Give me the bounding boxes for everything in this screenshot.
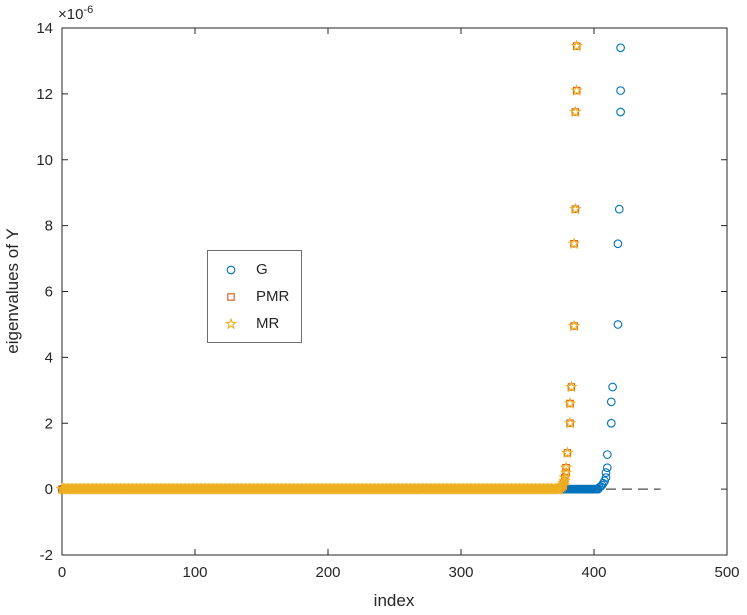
- y-tick-label: 2: [45, 415, 53, 432]
- series-mr-markers: [55, 39, 584, 495]
- legend: G PMR MR: [207, 250, 303, 343]
- series-g-markers: [57, 43, 625, 494]
- x-tick-label: 200: [315, 564, 340, 581]
- x-tick-label: 0: [58, 564, 66, 581]
- y-tick-label: 4: [45, 349, 53, 366]
- y-tick-label: 10: [36, 152, 53, 169]
- multiplier-exponent: -6: [83, 4, 93, 16]
- y-tick-label: 0: [45, 481, 53, 498]
- axes-box: [61, 27, 728, 556]
- y-axis-label: eigenvalues of Y: [3, 228, 22, 353]
- axis-ticks: [61, 27, 728, 556]
- legend-item-g: G: [216, 256, 289, 283]
- legend-label: G: [256, 261, 268, 278]
- legend-item-mr: MR: [216, 310, 289, 337]
- x-tick-label: 300: [448, 564, 473, 581]
- circle-marker-icon: [226, 265, 236, 274]
- y-tick-label: 8: [45, 218, 53, 235]
- axis-tick-labels: 0 100 200 300 400 500 -2 0 2 4 6 8 10 12 14: [36, 20, 739, 581]
- y-tick-label: 6: [45, 284, 53, 301]
- square-marker-icon: [227, 292, 235, 301]
- data-series: [55, 39, 625, 495]
- series-pmr-markers: [58, 42, 581, 493]
- y-tick-label: -2: [40, 547, 53, 564]
- legend-item-pmr: PMR: [216, 283, 289, 310]
- x-axis-label: index: [374, 591, 415, 610]
- multiplier-base: ×10: [58, 6, 83, 23]
- y-tick-label: 14: [36, 20, 53, 37]
- legend-label: PMR: [256, 288, 290, 305]
- y-tick-label: 12: [36, 86, 53, 103]
- x-tick-label: 500: [714, 564, 739, 581]
- x-tick-label: 100: [182, 564, 207, 581]
- y-axis-multiplier: ×10-6: [58, 4, 93, 23]
- x-tick-label: 400: [581, 564, 606, 581]
- pentagram-marker-icon: [224, 316, 238, 329]
- legend-label: MR: [256, 315, 280, 332]
